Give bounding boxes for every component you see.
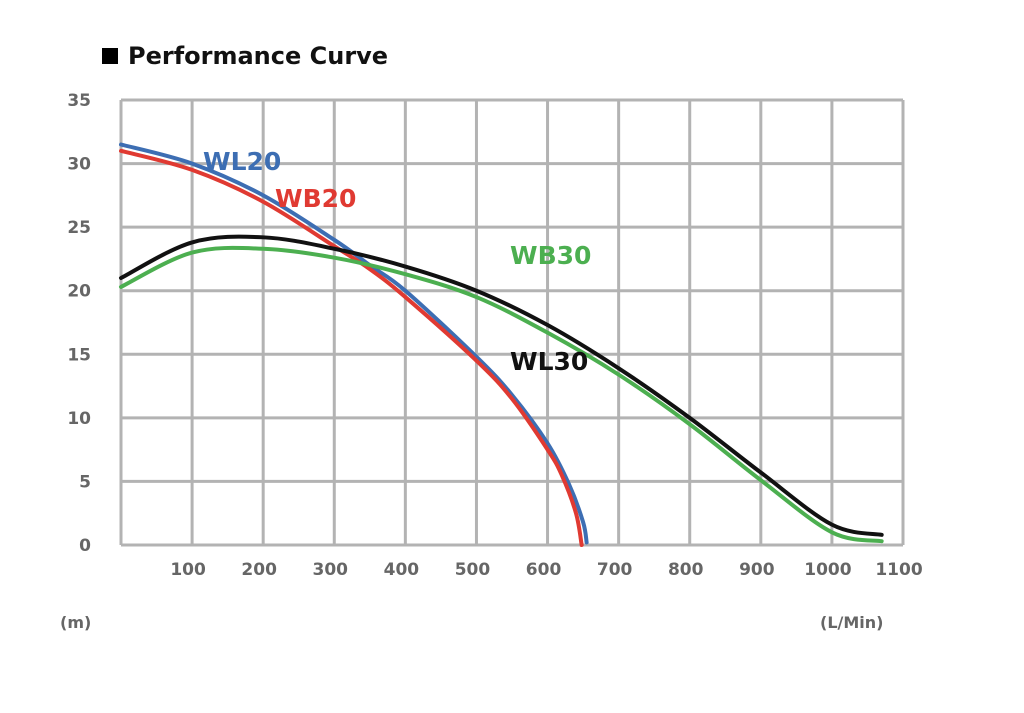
series-line-wb20 [119, 148, 584, 547]
series-lines [119, 142, 884, 547]
series-label-wl20: WL20 [203, 147, 281, 176]
x-tick-label: 700 [597, 560, 633, 580]
y-tick-label: 10 [67, 409, 91, 429]
series-label-wb30: WB30 [510, 241, 591, 270]
y-tick-label: 30 [67, 155, 91, 175]
series-labels: WL20 WB20 WL30 WB30 [203, 147, 591, 376]
y-tick-label: 15 [67, 345, 91, 365]
x-tick-label: 300 [313, 560, 349, 580]
x-axis-unit: (L/Min) [820, 613, 883, 632]
x-tick-label: 900 [739, 560, 775, 580]
y-tick-label: 20 [67, 282, 91, 302]
x-tick-label: 100 [170, 560, 206, 580]
tick-labels: 0 5 10 15 20 25 30 35 100 200 300 400 500 600 700 800 90… [67, 91, 922, 580]
x-tick-label: 600 [526, 560, 562, 580]
x-tick-label: 200 [241, 560, 277, 580]
x-tick-label: 800 [668, 560, 704, 580]
x-tick-label: 1100 [875, 560, 922, 580]
chart-title-text: Performance Curve [128, 42, 389, 70]
y-tick-label: 0 [79, 536, 91, 556]
chart-title: Performance Curve [102, 40, 388, 72]
series-line-wb30 [119, 245, 884, 544]
y-tick-label: 35 [67, 91, 91, 111]
series-line-wl20 [119, 142, 589, 545]
y-tick-label: 25 [67, 218, 91, 238]
title-bullet-square [102, 48, 118, 64]
x-tick-label: 1000 [804, 560, 851, 580]
grid [119, 98, 905, 547]
x-tick-label: 400 [384, 560, 420, 580]
series-line-wl30 [119, 234, 884, 537]
y-axis-unit: (m) [60, 613, 91, 632]
y-tick-label: 5 [79, 472, 91, 492]
series-label-wl30: WL30 [510, 347, 588, 376]
series-label-wb20: WB20 [275, 184, 356, 213]
x-tick-label: 500 [455, 560, 491, 580]
